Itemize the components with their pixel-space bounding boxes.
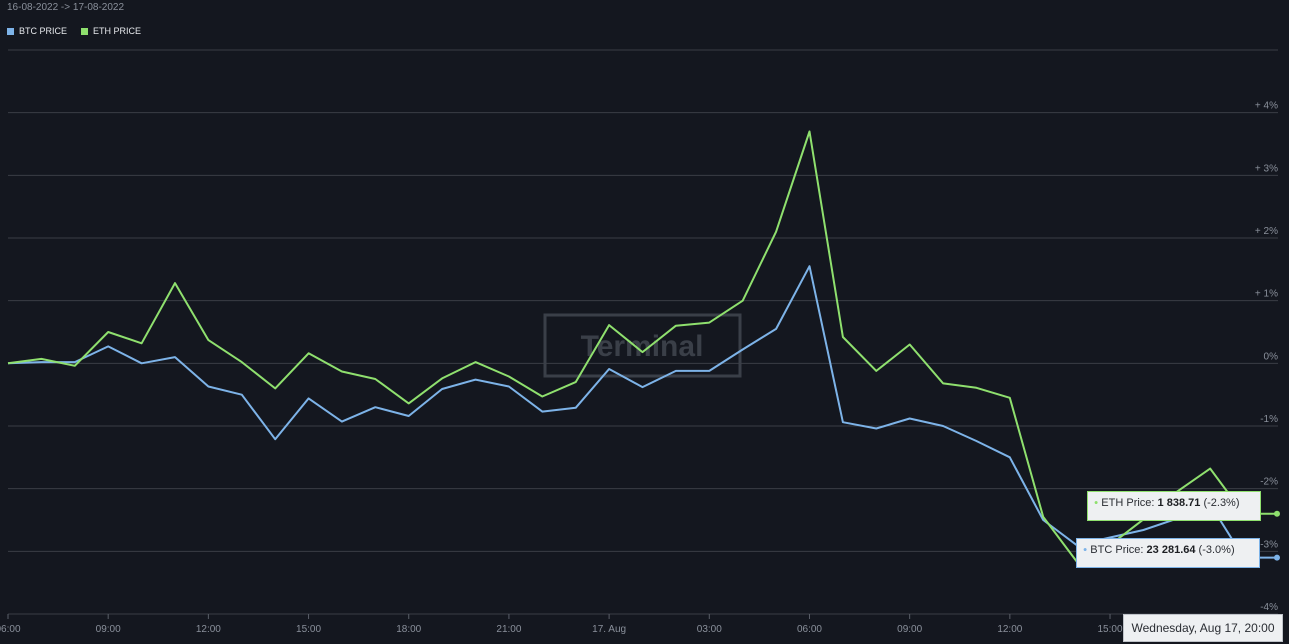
x-tick-label: 03:00: [697, 624, 722, 635]
legend: BTC PRICE ETH PRICE: [7, 26, 141, 36]
tooltip-eth: ● ETH Price: 1 838.71 (-2.3%): [1087, 491, 1261, 521]
series-marker-eth-price: [1274, 510, 1280, 517]
legend-item-btc[interactable]: BTC PRICE: [7, 26, 67, 36]
date-range: 16-08-2022 -> 17-08-2022: [7, 2, 125, 13]
tooltip-btc: ● BTC Price: 23 281.64 (-3.0%): [1076, 538, 1260, 568]
series-lines: [7, 130, 1280, 563]
y-tick-label: -4%: [1260, 602, 1278, 613]
tooltip-btc-label: BTC Price:: [1090, 544, 1144, 556]
watermark-text: Terminal: [581, 330, 704, 363]
legend-item-eth[interactable]: ETH PRICE: [81, 26, 141, 36]
x-tick-label: 09:00: [897, 624, 922, 635]
x-tick-label: 18:00: [396, 624, 421, 635]
tooltip-eth-label: ETH Price:: [1101, 497, 1155, 509]
y-tick-label: + 4%: [1255, 101, 1278, 112]
x-tick-label: 17. Aug: [592, 624, 626, 635]
y-tick-label: -2%: [1260, 477, 1278, 488]
watermark: Terminal: [543, 313, 742, 378]
x-tick-label: 09:00: [96, 624, 121, 635]
x-tick-label: 12:00: [196, 624, 221, 635]
grid-lines: [8, 49, 1278, 615]
tooltip-btc-value: 23 281.64: [1146, 544, 1196, 556]
legend-swatch-eth: [81, 27, 89, 35]
y-tick-label: 0%: [1264, 351, 1279, 362]
legend-label-eth: ETH PRICE: [93, 26, 142, 36]
legend-label-btc: BTC PRICE: [19, 26, 68, 36]
x-tick-label: 12:00: [997, 624, 1022, 635]
tooltip-btc-change: (-3.0%): [1198, 544, 1235, 556]
y-tick-label: + 1%: [1255, 289, 1278, 300]
tooltip-eth-value: 1 838.71: [1157, 497, 1201, 509]
x-tick-label: 21:00: [496, 624, 521, 635]
x-tick-label: 06:00: [797, 624, 822, 635]
series-marker-btc-price: [1274, 554, 1280, 561]
series-line-eth-price: [7, 130, 1277, 563]
x-tick-label: 15:00: [296, 624, 321, 635]
y-axis-labels: + 4% + 3% + 2% + 1% 0% -1% -2% -3% -4%: [1255, 101, 1278, 613]
series-line-btc-price: [7, 265, 1277, 559]
tooltip-eth-change: (-2.3%): [1203, 497, 1240, 509]
y-tick-label: -1%: [1260, 414, 1278, 425]
tooltip-time: Wednesday, Aug 17, 20:00: [1123, 614, 1283, 642]
x-axis-labels: 06:00 09:00 12:00 15:00 18:00 21:00 17. Aug 03:…: [0, 614, 1123, 635]
y-tick-label: -3%: [1260, 539, 1278, 550]
legend-swatch-btc: [7, 27, 14, 35]
y-tick-label: + 2%: [1255, 226, 1278, 237]
x-tick-label: 06:00: [0, 624, 21, 635]
x-tick-label: 15:00: [1098, 624, 1123, 635]
y-tick-label: + 3%: [1255, 163, 1278, 174]
